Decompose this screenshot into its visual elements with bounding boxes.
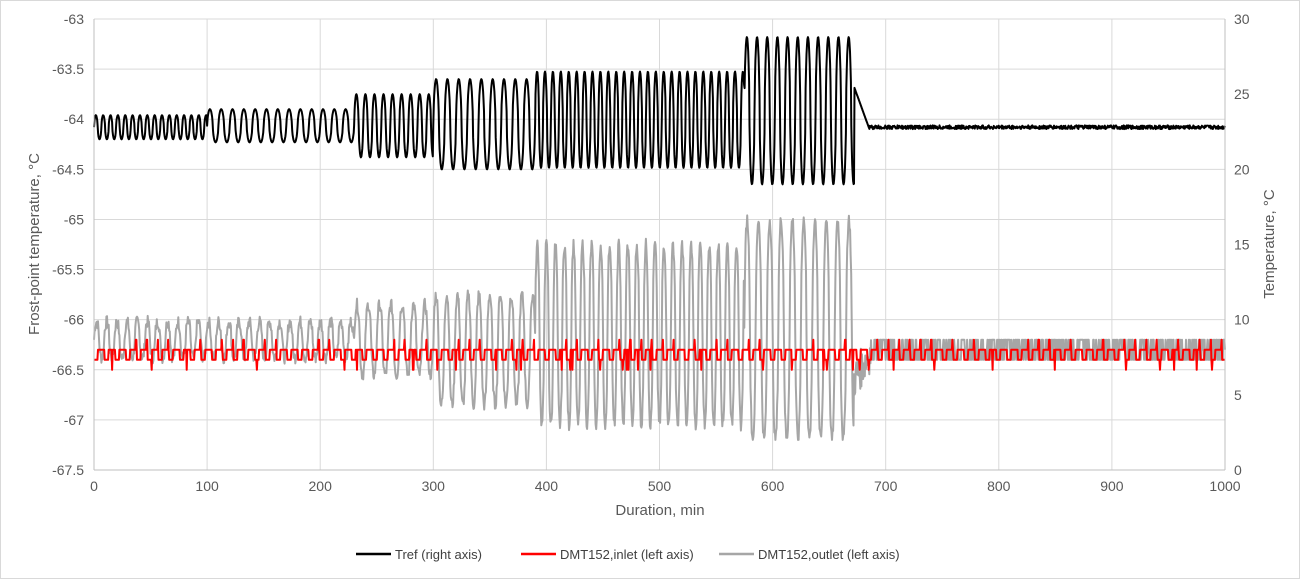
x-tick-label: 800 — [987, 478, 1011, 494]
legend-label-outlet: DMT152,outlet (left axis) — [758, 547, 900, 562]
y-left-tick-label: -63.5 — [52, 61, 84, 77]
y-right-tick-label: 30 — [1234, 11, 1250, 27]
y-left-tick-label: -64 — [64, 111, 84, 127]
y-left-tick-label: -63 — [64, 11, 84, 27]
x-tick-label: 500 — [648, 478, 672, 494]
grid — [93, 18, 1226, 471]
y-right-tick-label: 20 — [1234, 161, 1250, 177]
y-left-tick-label: -67 — [64, 412, 84, 428]
x-tick-label: 100 — [195, 478, 219, 494]
x-axis-title: Duration, min — [615, 502, 704, 519]
series-line-outlet — [93, 214, 1226, 441]
series-layer — [93, 36, 1226, 441]
y-left-tick-label: -66.5 — [52, 362, 84, 378]
series-line-inlet — [93, 338, 1226, 371]
series-line-tref — [93, 36, 1226, 186]
x-tick-label: 300 — [422, 478, 446, 494]
y-left-tick-label: -64.5 — [52, 161, 84, 177]
x-tick-label: 200 — [309, 478, 333, 494]
x-tick-label: 0 — [90, 478, 98, 494]
x-tick-label: 700 — [874, 478, 898, 494]
x-tick-label: 1000 — [1209, 478, 1240, 494]
y-axis-left-title: Frost-point temperature, °C — [26, 153, 43, 335]
y-right-tick-label: 0 — [1234, 462, 1242, 478]
axes: 0 100 200 300 400 500 600 700 800 900 1000-63-63.5… — [52, 11, 1250, 494]
x-tick-label: 600 — [761, 478, 785, 494]
y-left-tick-label: -65.5 — [52, 262, 84, 278]
legend: Tref (right axis) DMT152,inlet (left axi… — [356, 547, 900, 562]
y-right-tick-label: 15 — [1234, 237, 1250, 253]
x-tick-label: 900 — [1100, 478, 1124, 494]
y-right-tick-label: 25 — [1234, 86, 1250, 102]
y-left-tick-label: -66 — [64, 312, 84, 328]
y-left-tick-label: -65 — [64, 211, 84, 227]
x-tick-label: 400 — [535, 478, 559, 494]
legend-label-inlet: DMT152,inlet (left axis) — [560, 547, 694, 562]
y-axis-right-title: Temperature, °C — [1261, 189, 1278, 299]
y-left-tick-label: -67.5 — [52, 462, 84, 478]
legend-label-tref: Tref (right axis) — [395, 547, 482, 562]
y-right-tick-label: 5 — [1234, 387, 1242, 403]
y-right-tick-label: 10 — [1234, 312, 1250, 328]
